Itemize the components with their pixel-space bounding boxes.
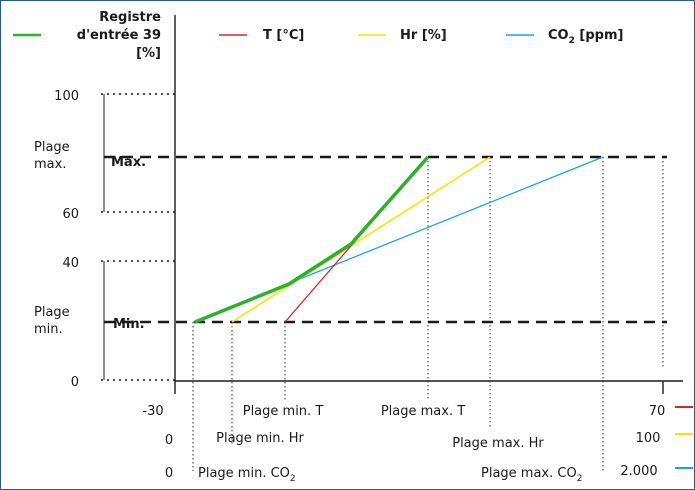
legend-register-line-3: [%]: [136, 46, 161, 61]
plage-min-label-1: Plage: [34, 305, 70, 320]
level-lines: Max. Min.: [104, 155, 667, 332]
x-scales: -30 Plage min. T Plage max. T 70 0 Plage…: [142, 404, 693, 484]
y-tick-0: 0: [71, 375, 79, 390]
t-scale-max: 70: [649, 404, 666, 419]
co2-scale-max: 2.000: [620, 464, 657, 479]
legend-register-line-2: d'entrée 39: [77, 28, 161, 43]
legend-co2-label: CO2 [ppm]: [548, 28, 623, 46]
y-scale: 100 60 40 0 Plage max. Plage min.: [34, 89, 175, 390]
axes: [174, 15, 683, 394]
co2-point-min-label: Plage min. CO2: [198, 466, 296, 484]
min-level-label: Min.: [113, 317, 145, 332]
co2-point-max-label: Plage max. CO2: [481, 466, 582, 484]
plage-min-label-2: min.: [34, 322, 63, 337]
legend-humidity-label: Hr [%]: [400, 28, 447, 43]
legend: Registre d'entrée 39 [%] T [°C] Hr [%] C…: [13, 10, 623, 61]
y-tick-60: 60: [62, 207, 79, 222]
t-point-max-label: Plage max. T: [381, 404, 465, 419]
hr-point-max-label: Plage max. Hr: [452, 436, 544, 451]
hr-scale-min: 0: [165, 433, 173, 448]
projection-lines: [192, 157, 664, 471]
characteristic-lines: [192, 155, 604, 324]
t-scale-min: -30: [142, 404, 163, 419]
co2-scale-min: 0: [165, 466, 173, 481]
plage-max-label-1: Plage: [34, 140, 70, 155]
hr-point-min-label: Plage min. Hr: [216, 431, 304, 446]
max-level-label: Max.: [111, 155, 146, 170]
hr-scale-max: 100: [636, 431, 661, 446]
y-tick-100: 100: [54, 89, 79, 104]
plage-max-label-2: max.: [34, 157, 66, 172]
legend-temperature-label: T [°C]: [263, 28, 304, 43]
y-tick-40: 40: [62, 256, 79, 271]
t-point-min-label: Plage min. T: [243, 404, 324, 419]
humidity-line: [231, 156, 491, 323]
legend-register-line-1: Registre: [99, 10, 161, 25]
register-line: [194, 155, 430, 324]
